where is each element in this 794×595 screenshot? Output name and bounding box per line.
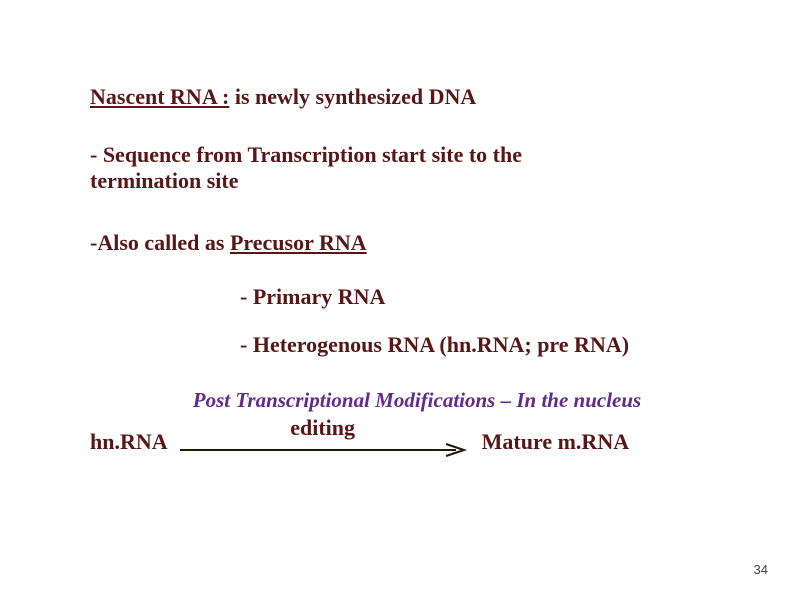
page-number: 34 [754, 562, 768, 577]
conversion-row: hn.RNA editing Mature m.RNA [90, 415, 734, 457]
mature-mrna-label: Mature m.RNA [482, 429, 629, 457]
slide-body: Nascent RNA : is newly synthesized DNA -… [0, 0, 794, 595]
hnrna-label: hn.RNA [90, 429, 168, 457]
precursor-underlined: Precusor RNA [230, 230, 367, 255]
arrow-icon [178, 443, 468, 457]
bullet-precursor: -Also called as Precusor RNA [90, 230, 734, 256]
arrow-group: editing [178, 415, 468, 457]
bullet-sequence: - Sequence from Transcription start site… [90, 142, 734, 194]
title-rest: is newly synthesized DNA [229, 84, 476, 109]
post-transcriptional-heading: Post Transcriptional Modifications – In … [90, 388, 734, 413]
precursor-prefix: -Also called as [90, 230, 230, 255]
title-line: Nascent RNA : is newly synthesized DNA [90, 84, 734, 110]
bullet-primary-rna: - Primary RNA [240, 284, 734, 310]
editing-label: editing [290, 415, 355, 441]
title-underlined: Nascent RNA : [90, 84, 229, 109]
bullet-heterogenous-rna: - Heterogenous RNA (hn.RNA; pre RNA) [240, 332, 734, 358]
